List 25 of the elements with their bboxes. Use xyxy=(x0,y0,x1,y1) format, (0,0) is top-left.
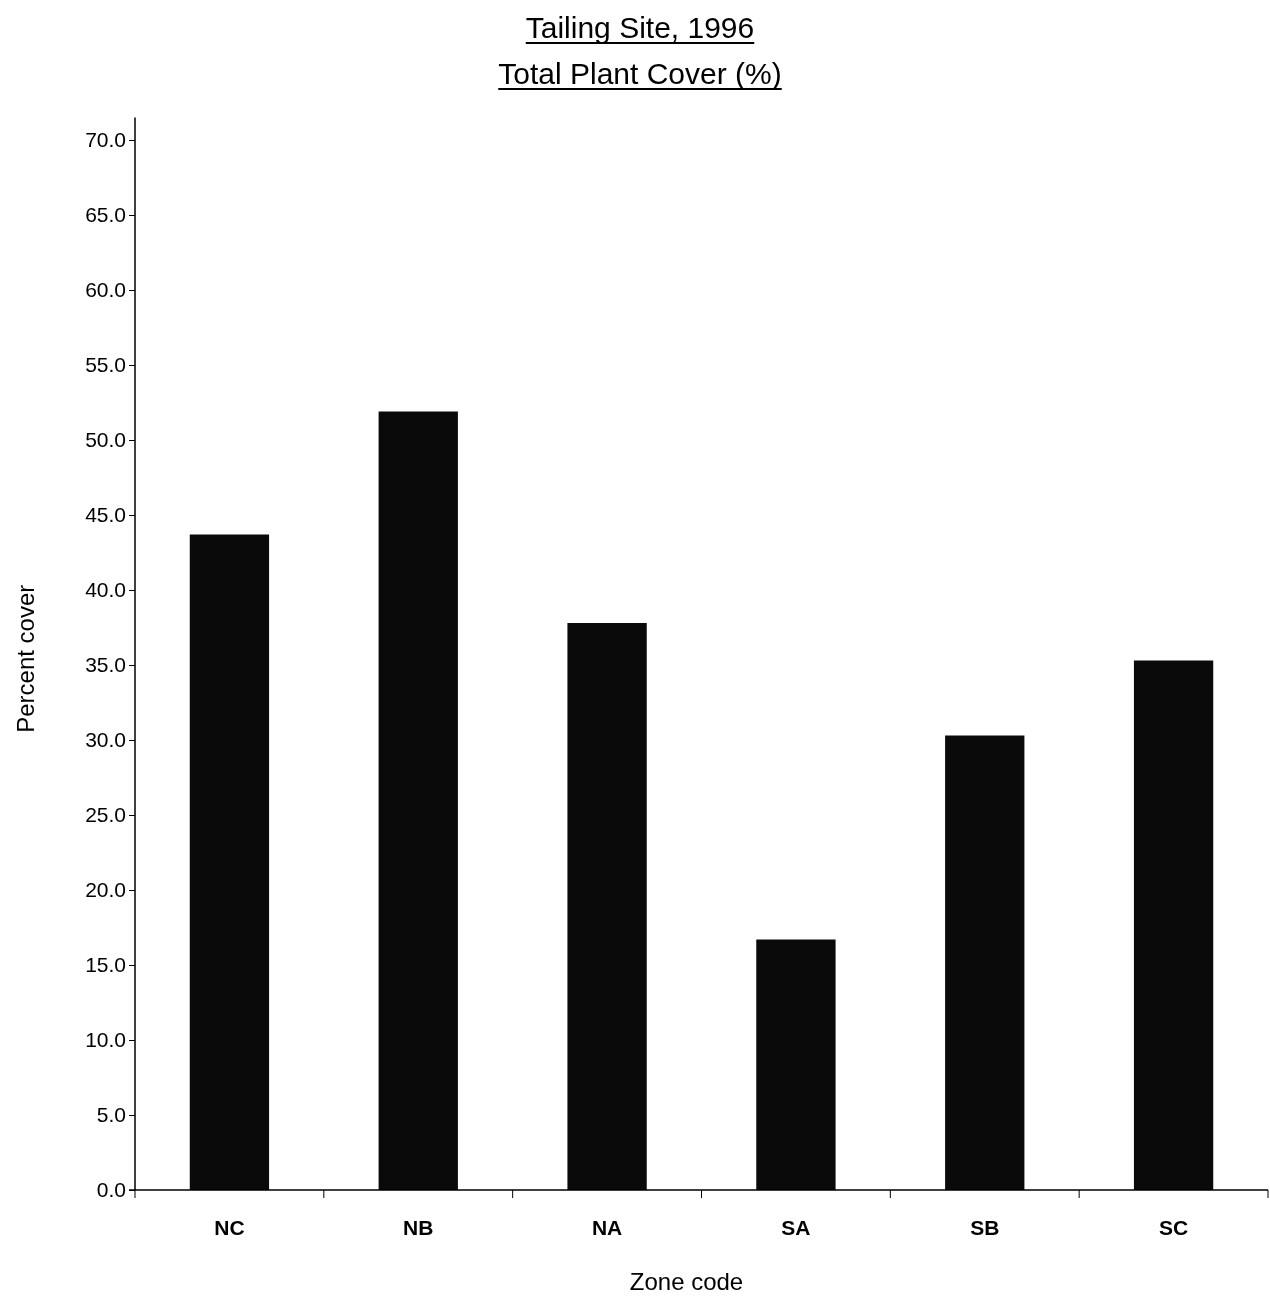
y-tick-label: 10.0 xyxy=(85,1028,126,1052)
y-axis-title: Percent cover xyxy=(12,584,39,733)
y-tick-label: 0.0 xyxy=(96,1178,126,1202)
y-tick-label: 55.0 xyxy=(85,353,126,377)
x-tick-label: SC xyxy=(1158,1215,1189,1239)
y-tick-label: 45.0 xyxy=(85,503,126,527)
y-tick-label: 15.0 xyxy=(85,953,126,977)
y-tick-label: 65.0 xyxy=(85,203,126,227)
x-tick-label: NA xyxy=(591,1215,623,1239)
chart-title: Tailing Site, 1996 xyxy=(525,11,755,44)
y-tick-label: 70.0 xyxy=(85,128,126,152)
y-tick-label: 5.0 xyxy=(96,1103,126,1127)
y-tick-label: 35.0 xyxy=(85,653,126,677)
x-axis-title: Zone code xyxy=(629,1268,744,1295)
x-tick-label: SA xyxy=(781,1215,811,1239)
x-tick-label: SB xyxy=(970,1215,1000,1239)
x-tick-label: NC xyxy=(214,1215,245,1239)
y-tick-label: 60.0 xyxy=(85,278,126,302)
chart-subtitle: Total Plant Cover (%) xyxy=(498,57,782,90)
y-tick-label: 25.0 xyxy=(85,803,126,827)
y-tick-label: 50.0 xyxy=(85,428,126,452)
x-tick-label: NB xyxy=(403,1215,434,1239)
y-tick-label: 40.0 xyxy=(85,578,126,602)
y-tick-label: 30.0 xyxy=(85,728,126,752)
y-tick-label: 20.0 xyxy=(85,878,126,902)
